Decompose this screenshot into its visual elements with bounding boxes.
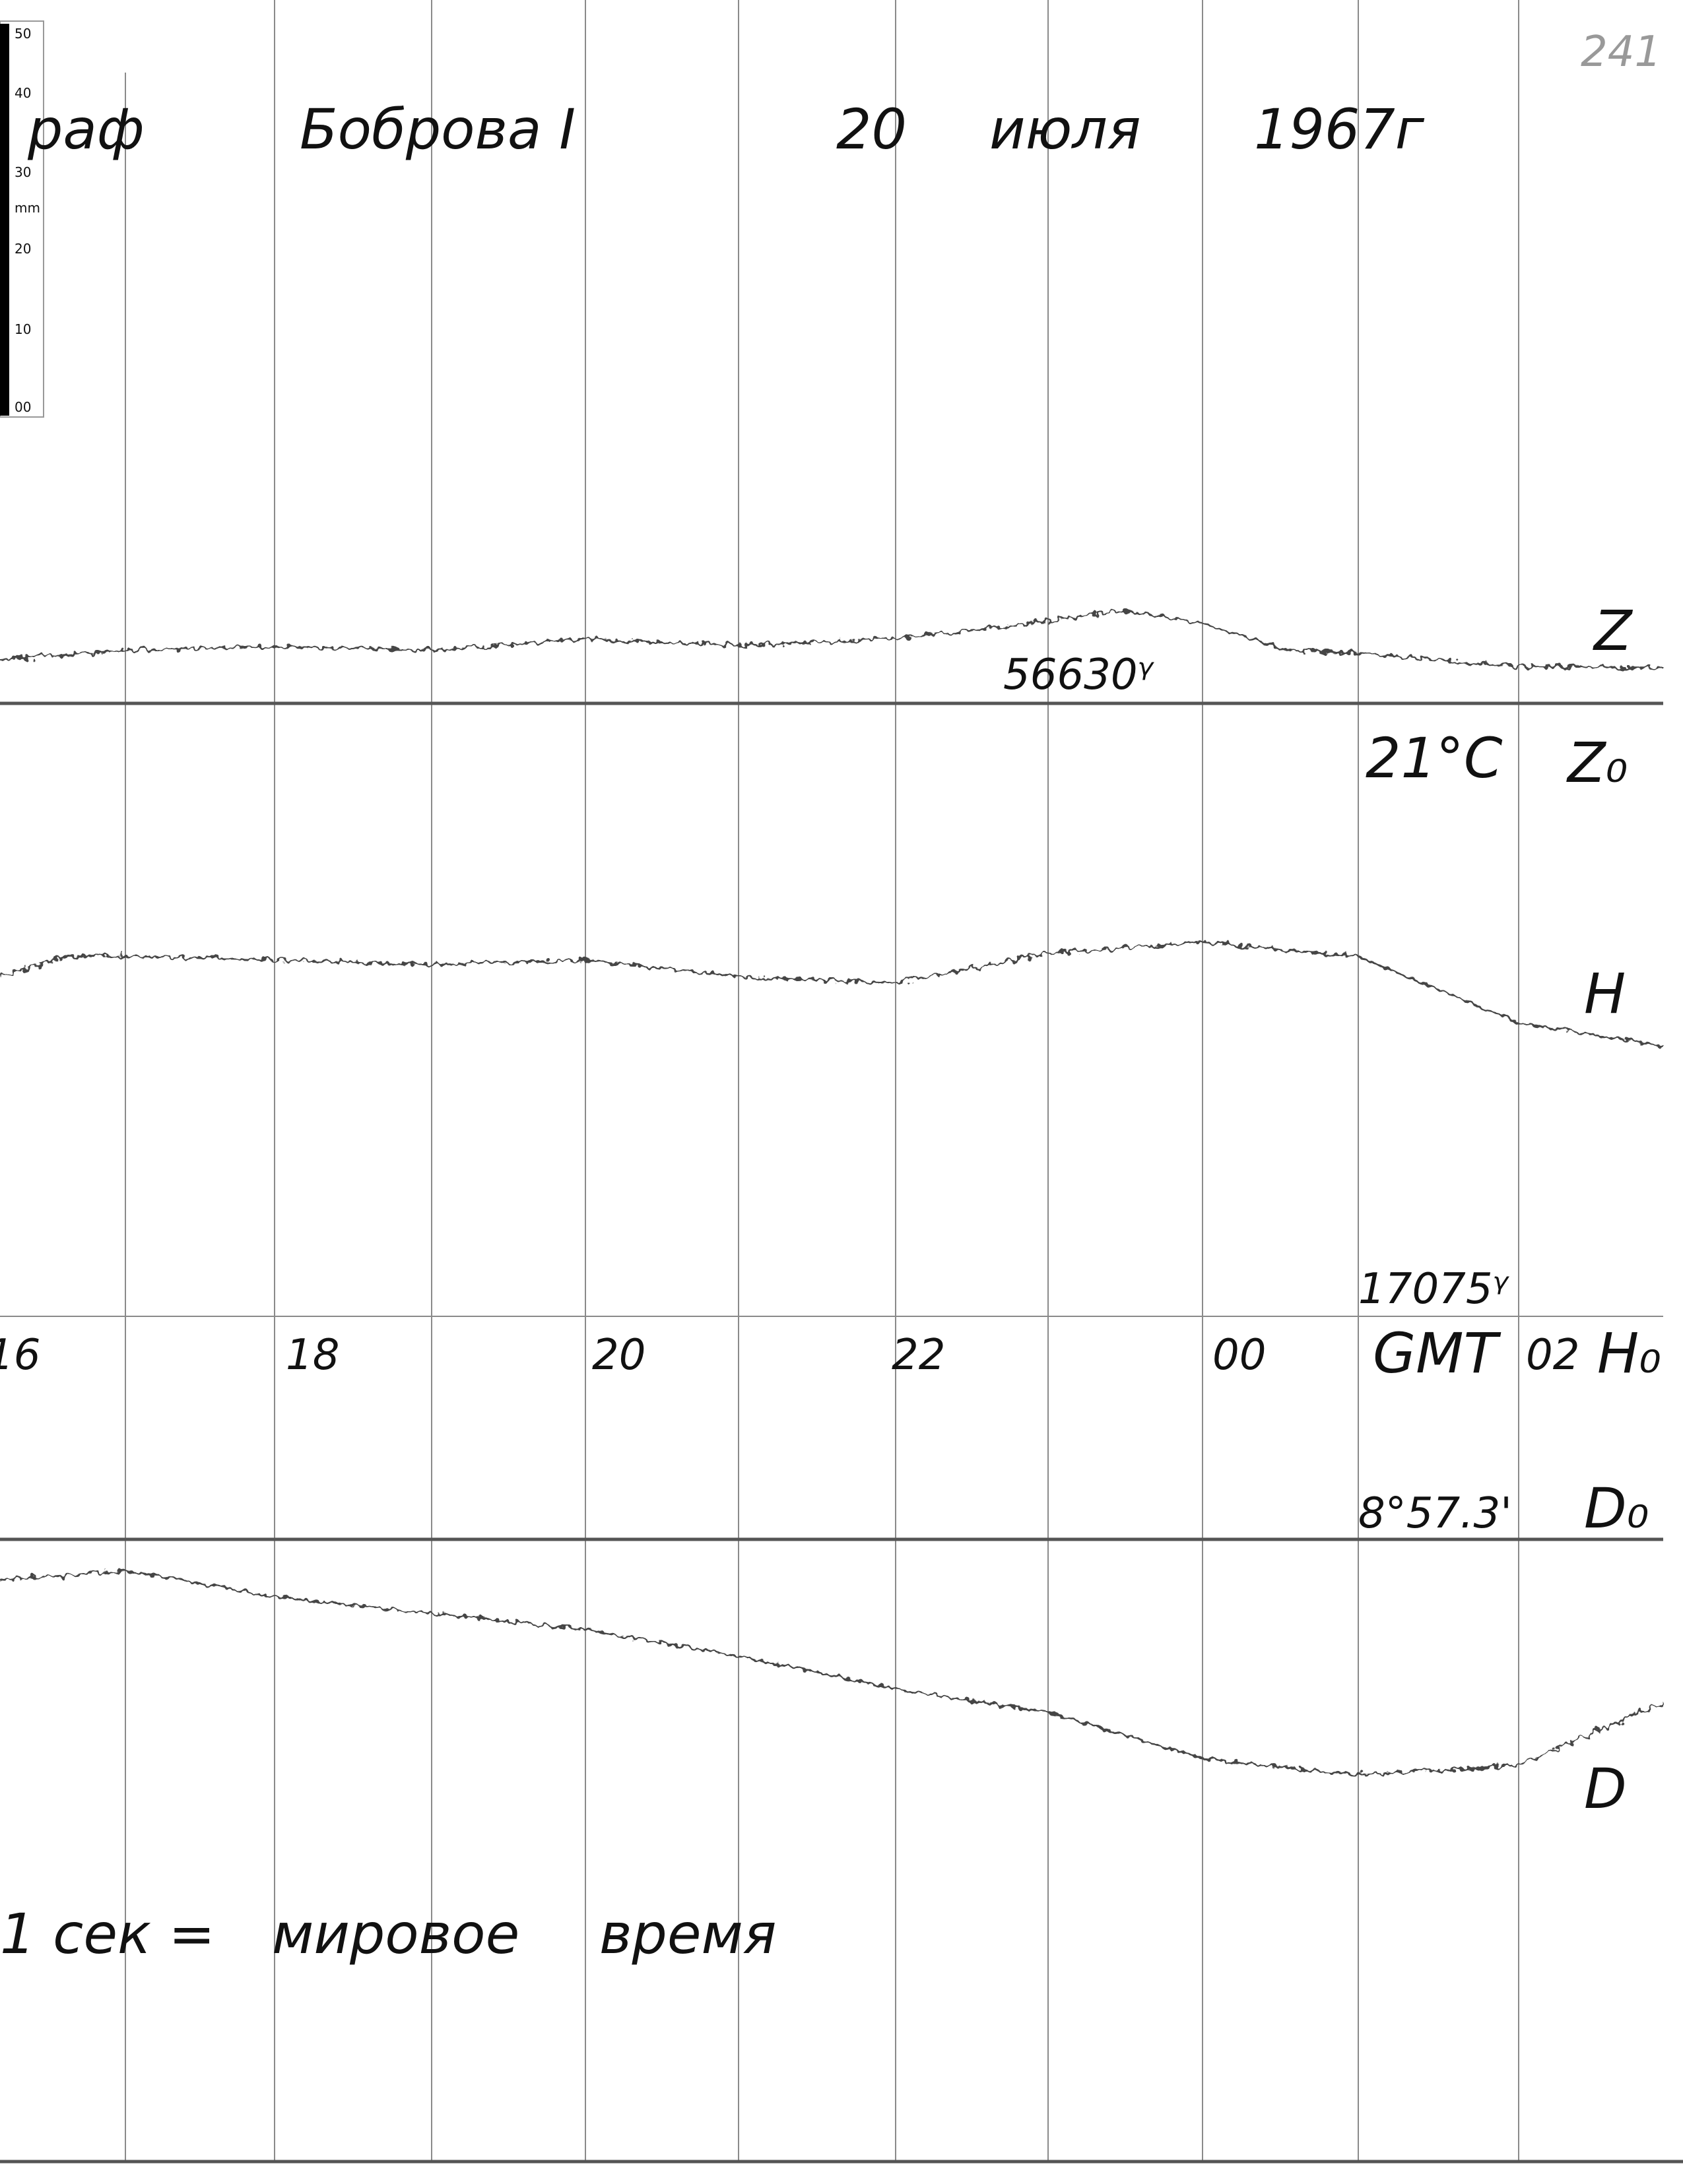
h-base-value: 17075ᵞ	[1358, 1265, 1510, 1314]
time-mark: 1 сек =	[0, 1902, 215, 1966]
hour-label: 18	[286, 1331, 339, 1380]
footer-note: время	[599, 1902, 776, 1966]
z-label: Z	[1593, 598, 1634, 663]
annotations: Z 56630ᵞ 21°C Z₀ H 17075ᵞ H₀ 8°57.3' D₀ …	[1003, 598, 1661, 1821]
scale-label: 20	[15, 241, 31, 257]
z-temperature: 21°C	[1366, 726, 1503, 790]
sheet-number: 241	[1581, 28, 1661, 77]
hour-label: 16	[0, 1331, 40, 1380]
scale-label: 50	[15, 26, 31, 42]
header: раф Боброва I 20 июля 1967г 241	[27, 28, 1661, 162]
d-label: D	[1584, 1756, 1627, 1821]
d-base-label: D₀	[1584, 1476, 1649, 1541]
z-trace	[0, 609, 1664, 669]
scale-label: mm	[15, 200, 40, 216]
scale-bar: 50 40 30 mm 20 10 00	[0, 20, 44, 418]
year: 1967г	[1254, 97, 1425, 162]
scale-label: 30	[15, 164, 31, 180]
hour-label: 02	[1526, 1331, 1579, 1380]
scale-label: 40	[15, 85, 31, 101]
title: Боброва I	[300, 97, 576, 162]
station-fragment: раф	[27, 97, 145, 162]
d-base-value: 8°57.3'	[1358, 1489, 1512, 1538]
month: июля	[989, 97, 1141, 162]
z-base-value: 56630ᵞ	[1003, 651, 1155, 699]
z-base-label: Z₀	[1566, 730, 1628, 795]
day: 20	[836, 97, 907, 162]
footer: 1 сек = мировое время	[0, 1902, 776, 1966]
hour-label: 22	[892, 1331, 945, 1380]
hour-label: 20	[592, 1331, 645, 1380]
time-system: GMT	[1373, 1321, 1502, 1386]
h-trace	[0, 941, 1664, 1047]
h-label: H	[1584, 961, 1626, 1026]
traces	[0, 609, 1664, 1776]
h-base-label: H₀	[1597, 1321, 1661, 1386]
scale-ruler	[0, 24, 9, 416]
scale-label: 00	[15, 399, 31, 415]
scale-label: 10	[15, 321, 31, 337]
hour-label: 00	[1212, 1331, 1266, 1380]
time-axis: 16 18 20 22 00 GMT 02	[0, 1321, 1579, 1386]
footer-note: мировое	[272, 1902, 519, 1966]
d-trace	[0, 1569, 1664, 1776]
